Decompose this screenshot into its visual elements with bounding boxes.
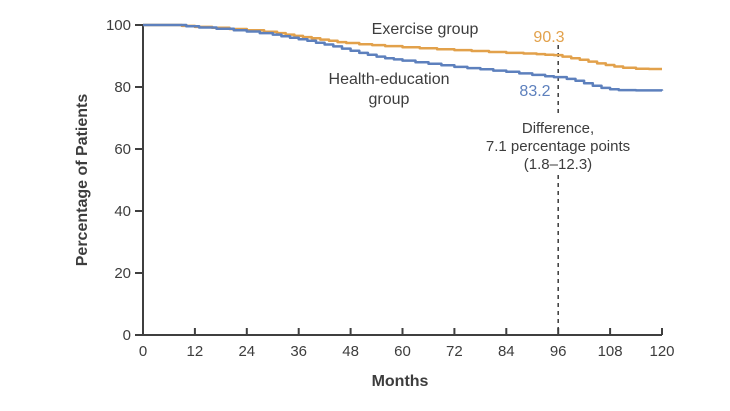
- x-tick-label: 24: [238, 343, 255, 360]
- y-tick-label: 20: [114, 265, 131, 282]
- difference-annotation-line1: Difference,: [522, 120, 594, 137]
- x-tick-label: 72: [446, 343, 463, 360]
- x-tick-label: 0: [139, 343, 147, 360]
- exercise-value-label: 90.3: [533, 29, 564, 46]
- difference-annotation-line2: 7.1 percentage points: [486, 138, 630, 155]
- x-tick-label: 84: [498, 343, 515, 360]
- x-tick-label: 60: [394, 343, 411, 360]
- y-tick-label: 100: [106, 17, 131, 34]
- y-tick-label: 80: [114, 79, 131, 96]
- curves: [143, 23, 664, 92]
- x-tick-label: 12: [187, 343, 204, 360]
- x-tick-label: 36: [290, 343, 307, 360]
- health-education-group-label-line2: group: [369, 91, 410, 108]
- x-axis-title: Months: [372, 373, 429, 390]
- difference-annotation-line3: (1.8–12.3): [524, 156, 592, 173]
- x-tick-label: 120: [649, 343, 674, 360]
- y-axis-title: Percentage of Patients: [74, 94, 91, 267]
- axes: 0 20 40 60 80 100 0 12 24 36 48 60 72 84 96 108 120: [106, 17, 675, 360]
- y-tick-label: 40: [114, 203, 131, 220]
- x-tick-label: 48: [342, 343, 359, 360]
- y-tick-label: 60: [114, 141, 131, 158]
- exercise-group-label: Exercise group: [372, 21, 479, 38]
- health-education-value-label: 83.2: [519, 83, 550, 100]
- health-education-curve: [143, 23, 664, 92]
- exercise-curve: [143, 23, 662, 71]
- x-tick-label: 96: [550, 343, 567, 360]
- y-tick-label: 0: [123, 327, 131, 344]
- health-education-group-label-line1: Health-education: [329, 71, 450, 88]
- x-tick-label: 108: [598, 343, 623, 360]
